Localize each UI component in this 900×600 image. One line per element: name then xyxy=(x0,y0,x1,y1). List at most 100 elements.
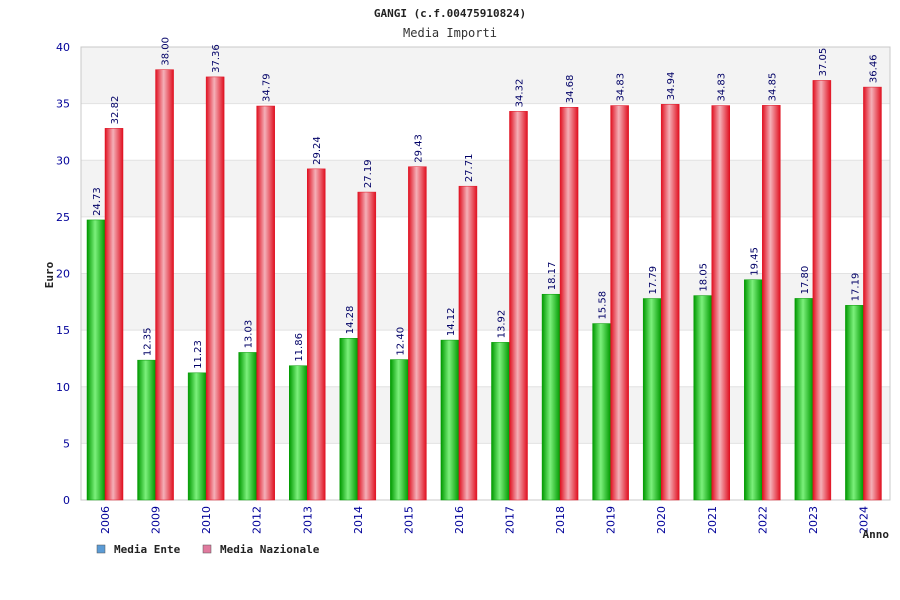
legend-label-nazionale: Media Nazionale xyxy=(220,543,320,556)
x-tick-label: 2018 xyxy=(554,506,567,534)
x-tick-label: 2020 xyxy=(655,506,668,534)
y-tick-label: 5 xyxy=(63,437,70,450)
x-tick-label: 2012 xyxy=(251,506,264,534)
bar-value-label-nazionale: 36.46 xyxy=(868,54,879,83)
x-tick-label: 2022 xyxy=(756,506,769,534)
bar-ente xyxy=(693,295,712,501)
bar-value-label-ente: 12.40 xyxy=(395,327,406,356)
bar-nazionale xyxy=(509,111,528,501)
bar-value-label-ente: 12.35 xyxy=(143,327,154,356)
bar-nazionale xyxy=(762,105,781,501)
x-tick-label: 2009 xyxy=(150,506,163,534)
y-tick-label: 15 xyxy=(56,324,70,337)
bar-value-label-nazionale: 34.94 xyxy=(666,72,677,101)
bar-value-label-nazionale: 37.36 xyxy=(211,44,222,73)
x-tick-label: 2016 xyxy=(453,506,466,534)
legend-swatch-ente xyxy=(96,544,106,554)
bar-nazionale xyxy=(559,106,579,501)
bar-value-label-ente: 17.19 xyxy=(850,273,861,302)
x-tick-label: 2024 xyxy=(857,506,870,534)
bar-ente xyxy=(592,323,611,501)
bar-nazionale xyxy=(711,105,730,501)
bar-nazionale xyxy=(408,166,427,501)
x-tick-label: 2013 xyxy=(301,506,314,534)
chart-title: GANGI (c.f.00475910824) xyxy=(374,7,526,20)
bar-nazionale xyxy=(256,105,275,501)
bar-value-label-ente: 13.92 xyxy=(497,310,508,339)
bar-nazionale xyxy=(812,80,832,501)
bar-value-label-ente: 11.23 xyxy=(193,340,204,369)
y-axis-label: Euro xyxy=(43,261,56,288)
legend: Media Ente Media Nazionale xyxy=(96,543,320,556)
plot-border xyxy=(80,46,891,501)
bar-nazionale xyxy=(155,69,174,501)
bar-value-label-ente: 17.79 xyxy=(648,266,659,295)
x-tick-label: 2006 xyxy=(99,506,112,534)
legend-swatch-nazionale xyxy=(202,544,212,554)
bar-value-label-nazionale: 34.68 xyxy=(565,75,576,104)
bar-ente xyxy=(86,219,106,501)
legend-label-ente: Media Ente xyxy=(114,543,181,556)
bar-ente xyxy=(794,298,814,501)
y-axis-ticks: 0 5 10 15 20 25 30 35 40 xyxy=(56,41,70,507)
bar-nazionale xyxy=(863,86,882,501)
bar-value-label-nazionale: 27.19 xyxy=(363,159,374,188)
x-tick-label: 2017 xyxy=(504,506,517,534)
bar-ente xyxy=(440,339,460,501)
y-tick-label: 0 xyxy=(63,494,70,507)
bar-nazionale xyxy=(104,128,124,501)
bar-value-label-ente: 13.03 xyxy=(244,320,255,349)
bar-nazionale xyxy=(660,104,680,501)
bar-labels-group: 24.73 32.82 12.35 38.00 11.23 37.36 13.03 34.79… xyxy=(92,37,879,369)
bar-value-label-ente: 15.58 xyxy=(598,291,609,320)
bar-value-label-nazionale: 32.82 xyxy=(110,96,121,125)
bar-ente xyxy=(845,305,864,501)
bar-value-label-nazionale: 34.79 xyxy=(262,73,273,102)
bar-value-label-nazionale: 37.05 xyxy=(818,48,829,77)
y-tick-label: 30 xyxy=(56,154,70,167)
bar-ente xyxy=(137,359,156,501)
bar-nazionale xyxy=(458,185,478,501)
x-tick-label: 2021 xyxy=(706,506,719,534)
bar-ente xyxy=(238,352,257,501)
chart-subtitle: Media Importi xyxy=(403,26,497,40)
bar-value-label-ente: 11.86 xyxy=(294,333,305,362)
bar-value-label-nazionale: 34.83 xyxy=(616,73,627,102)
legend-item-ente: Media Ente xyxy=(96,543,181,556)
x-tick-label: 2019 xyxy=(605,506,618,534)
bar-value-label-nazionale: 38.00 xyxy=(161,37,172,66)
bar-value-label-ente: 19.45 xyxy=(749,247,760,276)
bar-nazionale xyxy=(307,168,326,501)
x-tick-label: 2010 xyxy=(200,506,213,534)
bar-ente xyxy=(390,359,409,501)
bar-nazionale xyxy=(610,105,629,501)
bar-value-label-ente: 17.80 xyxy=(800,266,811,295)
bar-value-label-nazionale: 34.83 xyxy=(717,73,728,102)
bar-value-label-ente: 24.73 xyxy=(92,187,103,216)
bar-value-label-ente: 14.12 xyxy=(446,307,457,336)
bar-value-label-nazionale: 34.85 xyxy=(767,73,778,102)
x-axis-ticks: 2006 2009 2010 2012 2013 2014 2015 2016 2017 2018… xyxy=(99,506,870,534)
bars-group xyxy=(86,69,882,501)
bar-value-label-ente: 18.05 xyxy=(699,263,710,292)
x-tick-label: 2014 xyxy=(352,506,365,534)
x-tick-label: 2023 xyxy=(807,506,820,534)
bar-ente xyxy=(642,298,662,501)
bar-ente xyxy=(187,372,207,501)
x-axis-label: Anno xyxy=(863,528,890,541)
bar-value-label-nazionale: 27.71 xyxy=(464,154,475,183)
bar-value-label-nazionale: 29.43 xyxy=(413,134,424,163)
bar-value-label-nazionale: 34.32 xyxy=(515,79,526,108)
x-tick-label: 2015 xyxy=(402,506,415,534)
bar-value-label-ente: 18.17 xyxy=(547,262,558,291)
bar-nazionale xyxy=(357,191,377,501)
bar-ente xyxy=(541,293,561,501)
bar-ente xyxy=(289,365,308,501)
y-tick-label: 20 xyxy=(56,268,70,281)
bar-value-label-nazionale: 29.24 xyxy=(312,136,323,165)
bar-ente xyxy=(744,279,763,501)
bar-nazionale xyxy=(205,76,225,501)
bar-value-label-ente: 14.28 xyxy=(345,306,356,335)
y-tick-label: 35 xyxy=(56,98,70,111)
